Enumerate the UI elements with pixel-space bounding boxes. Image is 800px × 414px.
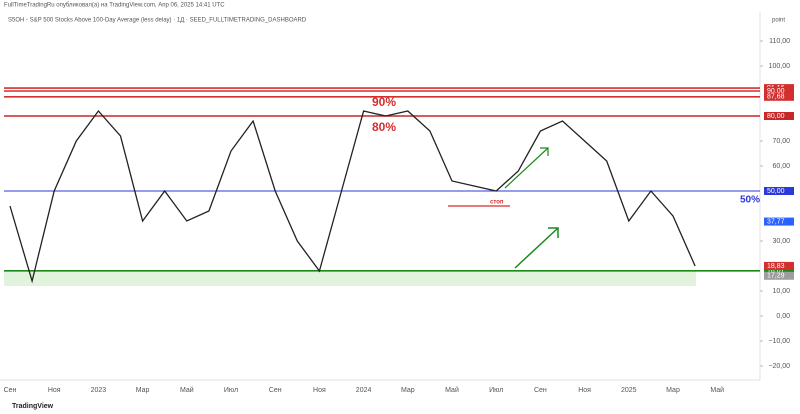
price-label-box xyxy=(764,261,794,270)
x-tick-label: Мар xyxy=(136,387,150,394)
x-tick-label: Сен xyxy=(269,387,282,394)
header: FullTimeTradingRu опубликовал(а) на Trad… xyxy=(4,3,225,9)
level-label-box xyxy=(764,92,794,101)
price-label-text: 18,83 xyxy=(767,263,785,270)
level-label-box xyxy=(764,187,794,195)
x-tick-label: Май xyxy=(445,386,459,394)
x-tick-label: Июл xyxy=(224,387,238,394)
x-tick-label: Ноя xyxy=(578,387,591,394)
y-tick-label: 60,00 xyxy=(772,163,790,170)
annotation: 90% xyxy=(372,95,396,109)
y-tick-label: 0,00 xyxy=(776,313,790,320)
level-label: 80,00 xyxy=(764,112,794,120)
y-axis-label: point xyxy=(772,18,785,24)
arrow xyxy=(514,227,559,269)
arrow-head xyxy=(548,227,559,238)
y-tick-label: −10,00 xyxy=(768,338,790,345)
x-tick-label: 2024 xyxy=(356,387,372,394)
y-tick-label: 110,00 xyxy=(769,38,790,45)
price-label-text: 17,29 xyxy=(767,273,785,280)
annotation: 50% xyxy=(740,195,760,206)
footer: TradingView xyxy=(12,403,54,410)
level-label: 50,00 xyxy=(764,187,794,195)
chart-title: S5OH - S&P 500 Stocks Above 100-Day Aver… xyxy=(8,18,307,24)
level-label-text: 87,68 xyxy=(767,94,785,101)
level-label: 18,07 xyxy=(764,266,794,275)
price-line xyxy=(9,109,696,284)
price-label-text: 37,77 xyxy=(767,218,785,225)
arrow xyxy=(504,147,549,189)
x-tick-label: Май xyxy=(710,386,724,394)
level-label-text: 18,07 xyxy=(767,268,785,275)
annotation: 80% xyxy=(372,120,396,134)
x-tick-label: Ноя xyxy=(313,387,326,394)
level-label-box xyxy=(764,266,794,275)
y-tick-label: 10,00 xyxy=(772,288,790,295)
x-tick-label: 2025 xyxy=(621,387,637,394)
y-tick-label: 30,00 xyxy=(772,238,790,245)
x-tick-label: Сен xyxy=(534,387,547,394)
level-label: 87,68 xyxy=(764,92,794,101)
level-label-box xyxy=(764,87,794,95)
level-label-text: 90,00 xyxy=(767,88,785,95)
price-label: 18,83 xyxy=(764,261,794,270)
level-label-text: 50,00 xyxy=(767,188,785,195)
x-tick-label: Мар xyxy=(401,387,415,394)
x-tick-label: Июл xyxy=(489,387,503,394)
level-label-box xyxy=(764,112,794,120)
support-zone xyxy=(4,270,696,286)
y-tick-label: −20,00 xyxy=(768,363,790,370)
arrow-head xyxy=(540,147,549,156)
y-tick-label: 70,00 xyxy=(772,138,790,145)
price-label: 17,29 xyxy=(764,271,794,280)
y-tick-label: 100,00 xyxy=(769,63,791,70)
annotation: стоп xyxy=(490,200,504,206)
x-tick-label: Май xyxy=(180,386,194,394)
x-tick-label: 2023 xyxy=(91,387,107,394)
x-tick-label: Сен xyxy=(4,387,17,394)
level-label-text: 80,00 xyxy=(767,113,785,120)
level-label: 90,00 xyxy=(764,87,794,95)
price-label: 37,77 xyxy=(764,217,794,226)
x-tick-label: Мар xyxy=(666,387,680,394)
x-tick-label: Ноя xyxy=(48,387,61,394)
price-label-box xyxy=(764,217,794,226)
price-label-box xyxy=(764,271,794,280)
